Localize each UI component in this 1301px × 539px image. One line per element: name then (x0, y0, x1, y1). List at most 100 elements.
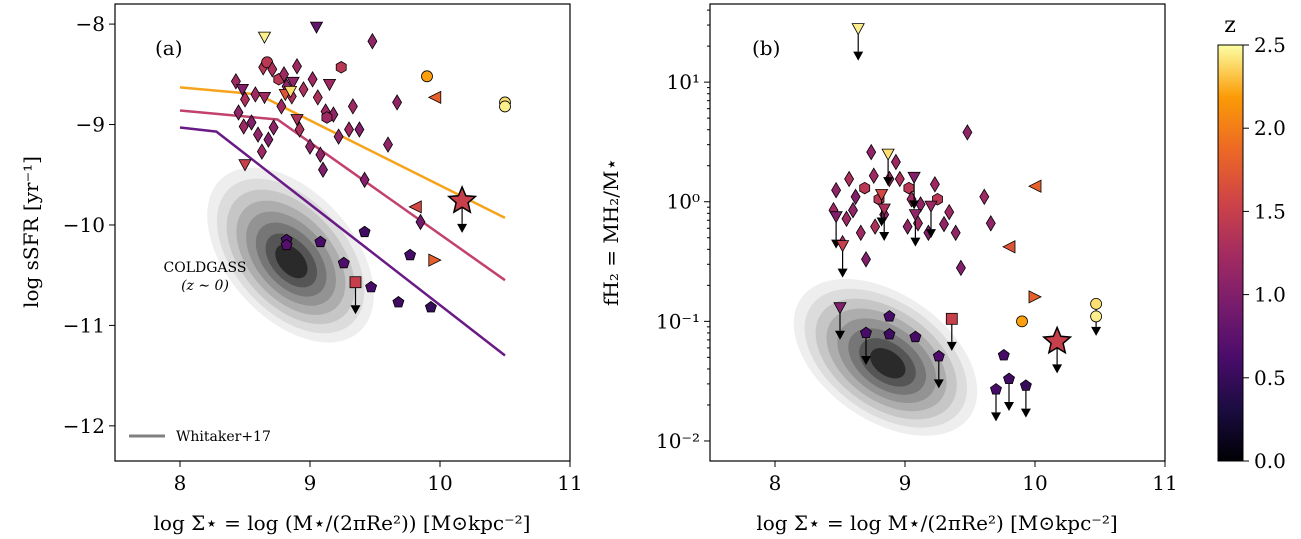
panel-b-point-22-diamond (944, 203, 955, 221)
coldgass-redshift-label: (z ∼ 0) (181, 278, 229, 294)
panel-b-y-axis-label: fH₂ = MH₂/M⋆ (599, 158, 623, 306)
panel-a-point-8-diamond (279, 66, 289, 83)
panel-b-limit-arrow-37-head (879, 231, 890, 241)
panel-b-point-46-circle (1016, 315, 1028, 328)
panel-b-point-57-pentagon (997, 349, 1010, 361)
panel-b-limit-arrow-56-head (933, 379, 944, 389)
colorbar-tick-label-1: 0.0 (1254, 449, 1286, 473)
panel-a-point-65-pentagon (424, 301, 437, 313)
panel-a-point-47-triangle_down (283, 86, 298, 99)
panel-b-point-48-triangle_left (1002, 240, 1016, 254)
panel-b-point-2-diamond (831, 181, 842, 199)
panel-a-point-39-triangle_down (309, 21, 324, 34)
panel-b-point-44-circle (1090, 297, 1102, 310)
panel-a-point-11-diamond (292, 58, 302, 75)
colorbar-tick-label-5: 2.0 (1254, 116, 1286, 140)
panel-a-data-points (230, 21, 511, 315)
panel-b-limit-arrow-58-head (1004, 401, 1014, 411)
colorbar-tick-label-4: 1.5 (1254, 199, 1286, 223)
panel-b-limit-arrow-40-head (910, 237, 921, 247)
legend-entry-whitaker: Whitaker+17 (176, 429, 271, 445)
panel-a-point-61-pentagon (358, 225, 371, 238)
colorbar-ticks: 0.0 0.5 1.0 1.5 2.0 2.5 (1243, 33, 1286, 473)
panel-a-point-2-diamond (240, 91, 250, 108)
panel-a-point-50-circle (421, 70, 433, 83)
panel-a-x-tick-label-1: 8 (174, 471, 187, 495)
panel-a-point-14-diamond (312, 89, 323, 106)
panel-a-point-40-triangle_down (238, 159, 252, 172)
panel-b-point-42-triangle_down (835, 240, 850, 253)
panel-a-point-22-diamond (233, 104, 244, 121)
panel-b-y-tick-label-3: 10⁰ (667, 190, 700, 214)
panel-a-y-tick-label-2: −9 (76, 113, 105, 137)
panel-b-point-43-triangle_down (833, 302, 847, 315)
panel-a-point-12-diamond (298, 81, 309, 98)
panel-b-point-7-hexagon (859, 181, 871, 195)
panel-b-point-6-diamond (855, 224, 866, 242)
panel-a-y-tick-label-5: −12 (63, 414, 105, 438)
panel-b-x-tick-label-4: 11 (1152, 471, 1177, 495)
panel-a-point-33-diamond (318, 161, 328, 178)
panel-b-point-59-pentagon (1019, 379, 1032, 391)
panel-a-point-19-diamond (354, 121, 365, 138)
panel-b-density-contours (793, 278, 978, 436)
panel-a-limit-arrow-56-head (350, 305, 361, 315)
panel-b-x-tick-label-3: 10 (1022, 471, 1047, 495)
panel-b-point-52-pentagon (883, 310, 896, 322)
panel-b-point-40-triangle_down (908, 209, 923, 222)
panel-b-limit-arrow-50-head (946, 341, 957, 351)
panel-b-point-49-triangle_right (1028, 290, 1042, 304)
panel-a-point-41-triangle_down (235, 84, 250, 97)
panel-a-point-55-triangle_right (428, 253, 442, 267)
panel-a-limit-arrow-57-head (457, 223, 468, 233)
panel-a-x-tick-label-2: 9 (304, 471, 317, 495)
panel-b-x-tick-label-1: 8 (769, 471, 782, 495)
panel-a-point-18-diamond (367, 32, 378, 50)
panel-b-x-axis-label: log Σ⋆ = log M⋆/(2πRe²) [M⊙kpc⁻²] (756, 511, 1117, 535)
panel-a-point-48-hexagon (321, 111, 333, 124)
panel-b: 8 9 10 11 10⁻² 10⁻¹ 10⁰ 10¹ (b) log Σ⋆ = log M⋆… (599, 3, 1178, 535)
panel-b-limit-arrow-51-head (1052, 364, 1063, 374)
panel-a-point-66-pentagon (365, 280, 378, 293)
panel-b-frame (709, 3, 1166, 462)
panel-b-point-13-diamond (890, 153, 901, 171)
panel-b-x-tick-label-2: 9 (899, 471, 912, 495)
panel-b-point-60-pentagon (990, 383, 1002, 395)
panel-b-point-38-triangle_down (907, 171, 921, 185)
panel-a-point-31-diamond (305, 138, 315, 155)
panel-b-point-54-pentagon (860, 326, 872, 339)
panel-b-y-tick-label-1: 10⁻² (656, 429, 700, 453)
model-line-3 (179, 126, 506, 357)
panel-a-point-17-diamond (347, 98, 358, 115)
colorbar-label: z (1224, 13, 1236, 38)
panel-b-axis-ticks: 8 9 10 11 10⁻² 10⁻¹ 10⁰ 10¹ (656, 9, 1178, 495)
panel-a-point-62-pentagon (337, 256, 350, 269)
panel-a-point-32-diamond (315, 146, 326, 163)
panel-b-point-31-diamond (870, 218, 881, 235)
panel-a-point-20-diamond (392, 94, 403, 111)
panel-a-point-42-triangle_down (257, 92, 272, 105)
panel-b-point-27-diamond (985, 215, 996, 232)
panel-a-point-54-triangle_left (408, 200, 422, 214)
panel-a-point-63-pentagon (404, 248, 417, 261)
panel-a-point-44-triangle_down (322, 79, 337, 92)
panel-a-point-25-diamond (253, 126, 263, 143)
panel-b-point-29-diamond (848, 201, 858, 219)
panel-b-limit-arrow-59-head (1020, 408, 1031, 418)
panel-b-y-tick-label-2: 10⁻¹ (656, 309, 700, 333)
panel-b-point-35-triangle_down (851, 23, 865, 36)
panel-b-point-45-circle (1090, 310, 1102, 323)
panel-a-y-tick-label-3: −10 (63, 213, 105, 237)
panel-a-point-37-diamond (415, 213, 426, 231)
panel-b-limit-arrow-39-head (926, 229, 936, 239)
panel-a-point-52-circle (499, 100, 511, 113)
panel-a-point-28-diamond (268, 119, 279, 136)
panel-a-point-13-diamond (307, 71, 318, 88)
panel-a-point-59-pentagon (280, 238, 293, 251)
panel-b-point-15-hexagon (903, 181, 915, 195)
panel-a: 8 9 10 11 −8 −9 −10 −11 −12 (a) COLDGASS (z ∼ 0)… (19, 3, 583, 535)
panel-b-point-53-pentagon (883, 328, 896, 340)
panel-a-point-46-triangle_down (257, 31, 272, 44)
panel-a-point-53-triangle_left (427, 90, 442, 105)
panel-b-point-14-diamond (894, 170, 905, 188)
